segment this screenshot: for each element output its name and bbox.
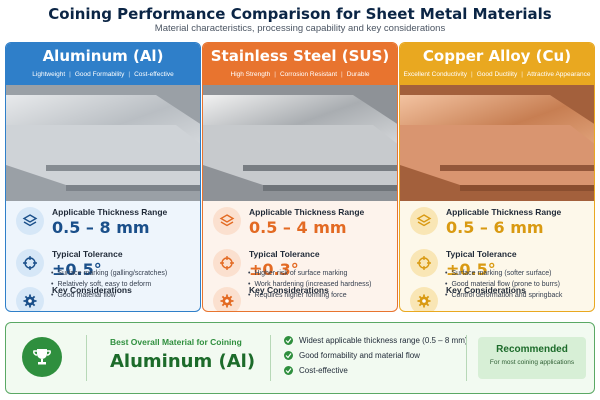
- list-item: Work hardening (increased hardness): [248, 279, 371, 290]
- gear-icon: [16, 287, 44, 311]
- list-item: Relatively soft, easy to deform: [51, 279, 167, 290]
- thickness-value: 0.5 – 8 mm: [52, 218, 150, 237]
- tag: Durable: [346, 71, 370, 78]
- crosshair-icon: [16, 249, 44, 277]
- best-material-label: Best Overall Material for Coining: [110, 337, 242, 347]
- material-name: Aluminum (Al): [42, 47, 164, 65]
- card-header: Aluminum (Al) Lightweight | Good Formabili…: [6, 43, 200, 85]
- material-tags: Excellent Conductivity | Good Ductility | At…: [403, 71, 591, 78]
- material-tags: High Strength | Corrosion Resistant | Durabl…: [230, 71, 370, 78]
- list-item: Higher risk of surface marking: [248, 268, 371, 279]
- tag: Lightweight: [32, 71, 66, 78]
- crosshair-icon: [410, 249, 438, 277]
- thickness-label: Applicable Thickness Range: [446, 207, 562, 217]
- list-item: Surface marking (softer surface): [445, 268, 562, 279]
- check-icon: [284, 351, 293, 360]
- best-material-value: Aluminum (Al): [110, 351, 256, 372]
- divider: [86, 335, 87, 381]
- tag: Corrosion Resistant: [279, 71, 338, 78]
- considerations-list: Higher risk of surface marking Work hard…: [248, 268, 371, 301]
- card-aluminum: Aluminum (Al) Lightweight | Good Formabili…: [5, 42, 201, 312]
- page-subtitle: Material characteristics, processing cap…: [154, 23, 446, 34]
- list-item: Cost-effective: [284, 363, 468, 378]
- considerations-list: Surface marking (galling/scratches) Rela…: [51, 268, 167, 301]
- layers-icon: [410, 207, 438, 235]
- recommended-title: Recommended: [496, 344, 568, 355]
- material-name: Copper Alloy (Cu): [422, 47, 572, 65]
- card-stainless-steel: Stainless Steel (SUS) High Strength | Corr…: [202, 42, 398, 312]
- list-item: Good material flow (prone to burrs): [445, 279, 562, 290]
- check-icon: [284, 366, 293, 375]
- list-item: Good material flow: [51, 290, 167, 301]
- tag: Attractive Appearance: [526, 71, 591, 78]
- material-tags: Lightweight | Good Formability | Cost-effect…: [32, 71, 174, 78]
- considerations-list: Surface marking (softer surface) Good ma…: [445, 268, 562, 301]
- tolerance-label: Typical Tolerance: [249, 249, 320, 259]
- recommended-badge: Recommended For most coining application…: [478, 337, 586, 379]
- material-name: Stainless Steel (SUS): [210, 47, 390, 65]
- thickness-value: 0.5 – 6 mm: [446, 218, 544, 237]
- check-icon: [284, 336, 293, 345]
- sheet-metal-photo: [203, 85, 397, 201]
- tolerance-label: Typical Tolerance: [52, 249, 123, 259]
- crosshair-icon: [213, 249, 241, 277]
- thickness-label: Applicable Thickness Range: [52, 207, 168, 217]
- page-title: Coining Performance Comparison for Sheet…: [48, 5, 552, 23]
- gear-icon: [213, 287, 241, 311]
- thickness-label: Applicable Thickness Range: [249, 207, 365, 217]
- tag: Good Formability: [74, 71, 125, 78]
- tag: Cost-effective: [134, 71, 174, 78]
- divider: [466, 335, 467, 381]
- thickness-value: 0.5 – 4 mm: [249, 218, 347, 237]
- tolerance-label: Typical Tolerance: [446, 249, 517, 259]
- list-item: Control deformation and springback: [445, 290, 562, 301]
- list-item: Good formability and material flow: [284, 348, 468, 363]
- gear-icon: [410, 287, 438, 311]
- card-header: Stainless Steel (SUS) High Strength | Corr…: [203, 43, 397, 85]
- point-text: Widest applicable thickness range (0.5 –…: [299, 336, 468, 345]
- point-text: Cost-effective: [299, 366, 348, 375]
- summary-panel: Best Overall Material for Coining Alumin…: [5, 322, 595, 394]
- trophy-icon: [22, 337, 62, 377]
- point-text: Good formability and material flow: [299, 351, 420, 360]
- recommended-subtitle: For most coining applications: [489, 359, 575, 366]
- list-item: Requires higher forming force: [248, 290, 371, 301]
- layers-icon: [16, 207, 44, 235]
- layers-icon: [213, 207, 241, 235]
- summary-points: Widest applicable thickness range (0.5 –…: [284, 333, 468, 378]
- sheet-metal-photo: [400, 85, 594, 201]
- sheet-metal-photo: [6, 85, 200, 201]
- divider: [270, 335, 271, 381]
- card-header: Copper Alloy (Cu) Excellent Conductivity…: [400, 43, 594, 85]
- list-item: Surface marking (galling/scratches): [51, 268, 167, 279]
- tag: Excellent Conductivity: [403, 71, 468, 78]
- list-item: Widest applicable thickness range (0.5 –…: [284, 333, 468, 348]
- tag: Good Ductility: [476, 71, 518, 78]
- tag: High Strength: [230, 71, 271, 78]
